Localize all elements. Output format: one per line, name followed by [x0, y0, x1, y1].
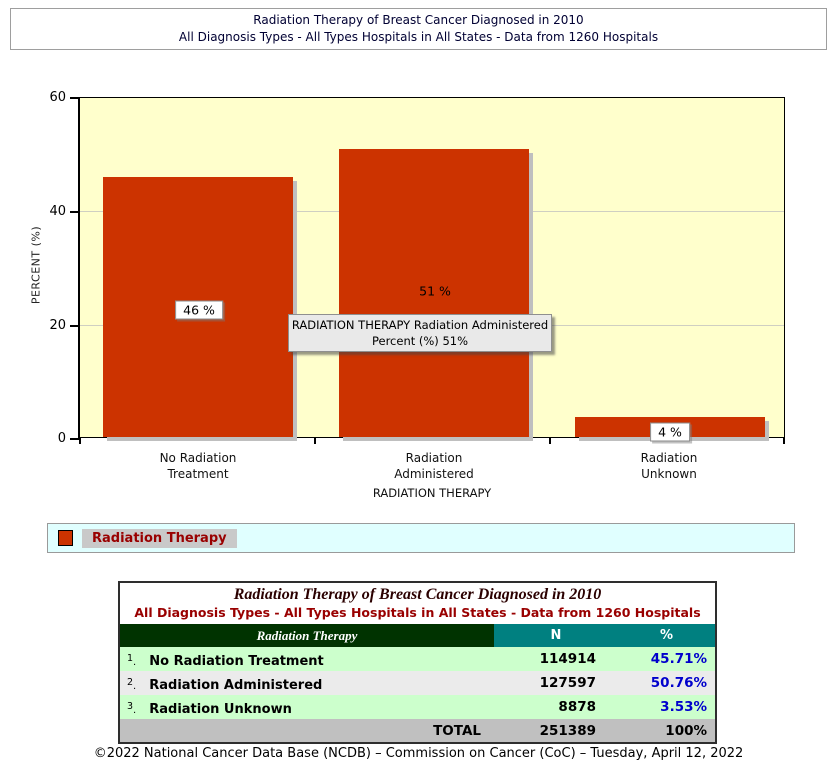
- statistics-table: Radiation Therapy of Breast Cancer Diagn…: [118, 581, 718, 744]
- table-row: 2. Radiation Administered 127597 50.76%: [119, 671, 717, 695]
- row-number: 3: [127, 700, 134, 712]
- y-tick-20: [70, 325, 79, 327]
- hover-tooltip: RADIATION THERAPY Radiation Administered…: [288, 314, 552, 352]
- y-tick-label-60: 60: [49, 90, 66, 105]
- x-tick-mid-2: [549, 437, 551, 444]
- category-label-line: Unknown: [641, 467, 697, 481]
- report-title: Radiation Therapy of Breast Cancer Diagn…: [253, 13, 584, 27]
- column-header-radiation-therapy: Radiation Therapy: [119, 624, 494, 647]
- bar-value-label-1: 46 %: [175, 300, 223, 320]
- row-label: Radiation Administered: [149, 677, 323, 693]
- bar-chart: PERCENT (%) 46 % 51 % 4 % RADIATION THER…: [0, 80, 837, 522]
- y-tick-label-0: 0: [57, 431, 66, 446]
- chart-legend: Radiation Therapy: [47, 523, 795, 553]
- column-header-percent: %: [618, 624, 717, 647]
- tooltip-line-1: RADIATION THERAPY Radiation Administered: [291, 318, 549, 332]
- legend-swatch-icon: [58, 530, 73, 546]
- y-axis-title: PERCENT (%): [29, 225, 43, 305]
- legend-label[interactable]: Radiation Therapy: [82, 528, 237, 548]
- category-label-line: Radiation: [405, 451, 463, 465]
- x-tick-right: [783, 437, 785, 444]
- x-axis-title: RADIATION THERAPY: [372, 486, 492, 500]
- y-tick-60: [70, 97, 79, 99]
- total-percent-value: 100%: [618, 719, 717, 743]
- row-label: No Radiation Treatment: [149, 653, 324, 669]
- tooltip-line-2: Percent (%) 51%: [371, 334, 469, 348]
- category-label-radiation-administered: Radiation Administered: [324, 450, 544, 482]
- total-label: TOTAL: [119, 719, 494, 743]
- x-tick-left: [79, 437, 81, 444]
- report-header: Radiation Therapy of Breast Cancer Diagn…: [10, 8, 827, 50]
- row-number-dot: .: [133, 680, 137, 692]
- bar-value-label-2: 51 %: [419, 283, 451, 299]
- category-label-line: Administered: [394, 467, 474, 481]
- bar-radiation-administered[interactable]: [339, 148, 529, 437]
- row-n-value: 8878: [558, 699, 596, 715]
- row-number-dot: .: [133, 656, 137, 668]
- row-number: 2: [127, 676, 134, 688]
- category-label-radiation-unknown: Radiation Unknown: [559, 450, 779, 482]
- y-tick-label-20: 20: [49, 318, 66, 333]
- row-label: Radiation Unknown: [149, 701, 292, 717]
- row-n-value: 114914: [539, 651, 596, 667]
- table-title: Radiation Therapy of Breast Cancer Diagn…: [233, 586, 602, 603]
- y-tick-0: [70, 438, 79, 440]
- plot-area: 46 % 51 % 4 % RADIATION THERAPY Radiatio…: [49, 90, 785, 500]
- total-n-value: 251389: [494, 719, 618, 743]
- row-number-dot: .: [133, 704, 137, 716]
- table-row: 1. No Radiation Treatment 114914 45.71%: [119, 647, 717, 671]
- y-tick-40: [70, 211, 79, 213]
- table-total-row: TOTAL 251389 100%: [119, 719, 717, 743]
- column-header-n: N: [494, 624, 618, 647]
- row-percent-value: 50.76%: [650, 675, 708, 691]
- row-percent-value: 45.71%: [650, 651, 708, 667]
- y-tick-label-40: 40: [49, 204, 66, 219]
- category-label-no-radiation-treatment: No Radiation Treatment: [88, 450, 308, 482]
- bar-value-label-3: 4 %: [650, 422, 690, 442]
- table-row: 3. Radiation Unknown 8878 3.53%: [119, 695, 717, 719]
- category-label-line: Radiation: [640, 451, 698, 465]
- category-label-line: No Radiation: [159, 451, 237, 465]
- row-n-value: 127597: [539, 675, 596, 691]
- row-number: 1: [127, 652, 134, 664]
- report-subtitle: All Diagnosis Types - All Types Hospital…: [178, 30, 659, 44]
- category-label-line: Treatment: [167, 467, 229, 481]
- copyright-footer: ©2022 National Cancer Data Base (NCDB) –…: [93, 746, 744, 761]
- row-percent-value: 3.53%: [660, 699, 708, 715]
- table-subtitle: All Diagnosis Types - All Types Hospital…: [134, 605, 701, 620]
- x-tick-mid-1: [314, 437, 316, 444]
